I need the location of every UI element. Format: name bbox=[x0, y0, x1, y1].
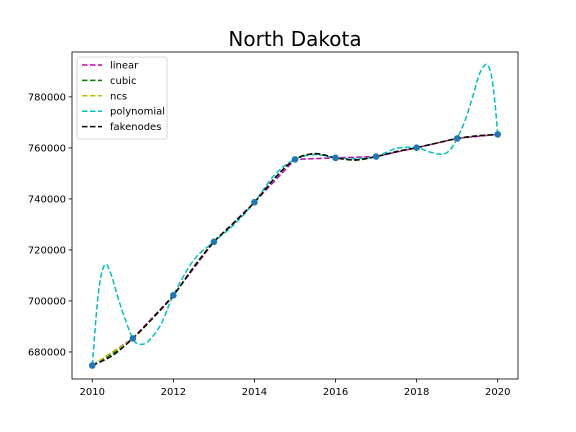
x-tick-label: 2012 bbox=[161, 387, 186, 398]
y-tick-label: 740000 bbox=[28, 194, 66, 205]
data-point bbox=[453, 135, 461, 142]
legend-label-cubic: cubic bbox=[110, 76, 136, 87]
y-tick-label: 700000 bbox=[28, 296, 66, 307]
data-point bbox=[88, 362, 96, 369]
data-point bbox=[372, 153, 380, 160]
data-point bbox=[291, 156, 299, 163]
data-point bbox=[251, 198, 258, 206]
x-tick-label: 2018 bbox=[404, 387, 429, 398]
legend: linear cubic ncs polynomial fakenodes bbox=[76, 56, 168, 140]
data-point bbox=[494, 131, 502, 138]
y-tick-label: 680000 bbox=[28, 347, 66, 358]
x-tick-label: 2014 bbox=[242, 387, 267, 398]
y-tick-label: 720000 bbox=[28, 245, 66, 256]
data-point bbox=[413, 144, 420, 151]
legend-label-linear: linear bbox=[110, 61, 139, 72]
y-axis: 680000 700000 720000 740000 760000 780000 bbox=[28, 92, 72, 358]
data-point bbox=[210, 238, 218, 246]
data-point bbox=[332, 154, 339, 162]
x-tick-label: 2020 bbox=[485, 387, 510, 398]
data-point bbox=[129, 335, 137, 342]
legend-label-polynomial: polynomial bbox=[110, 107, 165, 118]
legend-box bbox=[76, 56, 168, 140]
legend-label-ncs: ncs bbox=[110, 91, 127, 102]
data-points bbox=[88, 131, 502, 369]
chart-title: North Dakota bbox=[228, 27, 361, 51]
legend-label-fakenodes: fakenodes bbox=[110, 122, 161, 133]
x-tick-label: 2010 bbox=[80, 387, 105, 398]
data-point bbox=[170, 292, 177, 299]
x-axis: 2010 2012 2014 2016 2018 2020 bbox=[80, 379, 510, 398]
y-tick-label: 780000 bbox=[28, 92, 66, 103]
y-tick-label: 760000 bbox=[28, 143, 66, 154]
x-tick-label: 2016 bbox=[323, 387, 348, 398]
